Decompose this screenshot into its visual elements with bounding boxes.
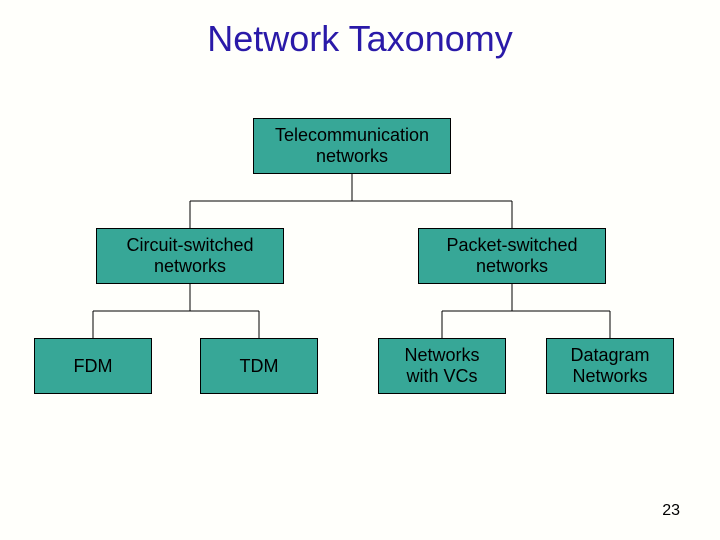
- page-number: 23: [662, 502, 680, 520]
- slide-title: Network Taxonomy: [0, 18, 720, 60]
- node-label-line2: Networks: [572, 366, 647, 386]
- node-label-line2: networks: [154, 256, 226, 276]
- node-label-line1: TDM: [240, 356, 279, 376]
- node-networks-with-vcs: Networks with VCs: [378, 338, 506, 394]
- slide-title-text: Network Taxonomy: [207, 18, 512, 59]
- node-label-line2: with VCs: [406, 366, 477, 386]
- node-label-line1: Telecommunication: [275, 125, 429, 145]
- node-label-line1: FDM: [74, 356, 113, 376]
- node-packet-switched-networks: Packet-switched networks: [418, 228, 606, 284]
- node-circuit-switched-networks: Circuit-switched networks: [96, 228, 284, 284]
- node-tdm: TDM: [200, 338, 318, 394]
- node-label-line2: networks: [476, 256, 548, 276]
- node-label-line1: Circuit-switched: [126, 235, 253, 255]
- node-label-line1: Packet-switched: [446, 235, 577, 255]
- node-datagram-networks: Datagram Networks: [546, 338, 674, 394]
- node-telecommunication-networks: Telecommunication networks: [253, 118, 451, 174]
- page-number-text: 23: [662, 502, 680, 519]
- node-label-line2: networks: [316, 146, 388, 166]
- node-fdm: FDM: [34, 338, 152, 394]
- node-label-line1: Networks: [404, 345, 479, 365]
- node-label-line1: Datagram: [570, 345, 649, 365]
